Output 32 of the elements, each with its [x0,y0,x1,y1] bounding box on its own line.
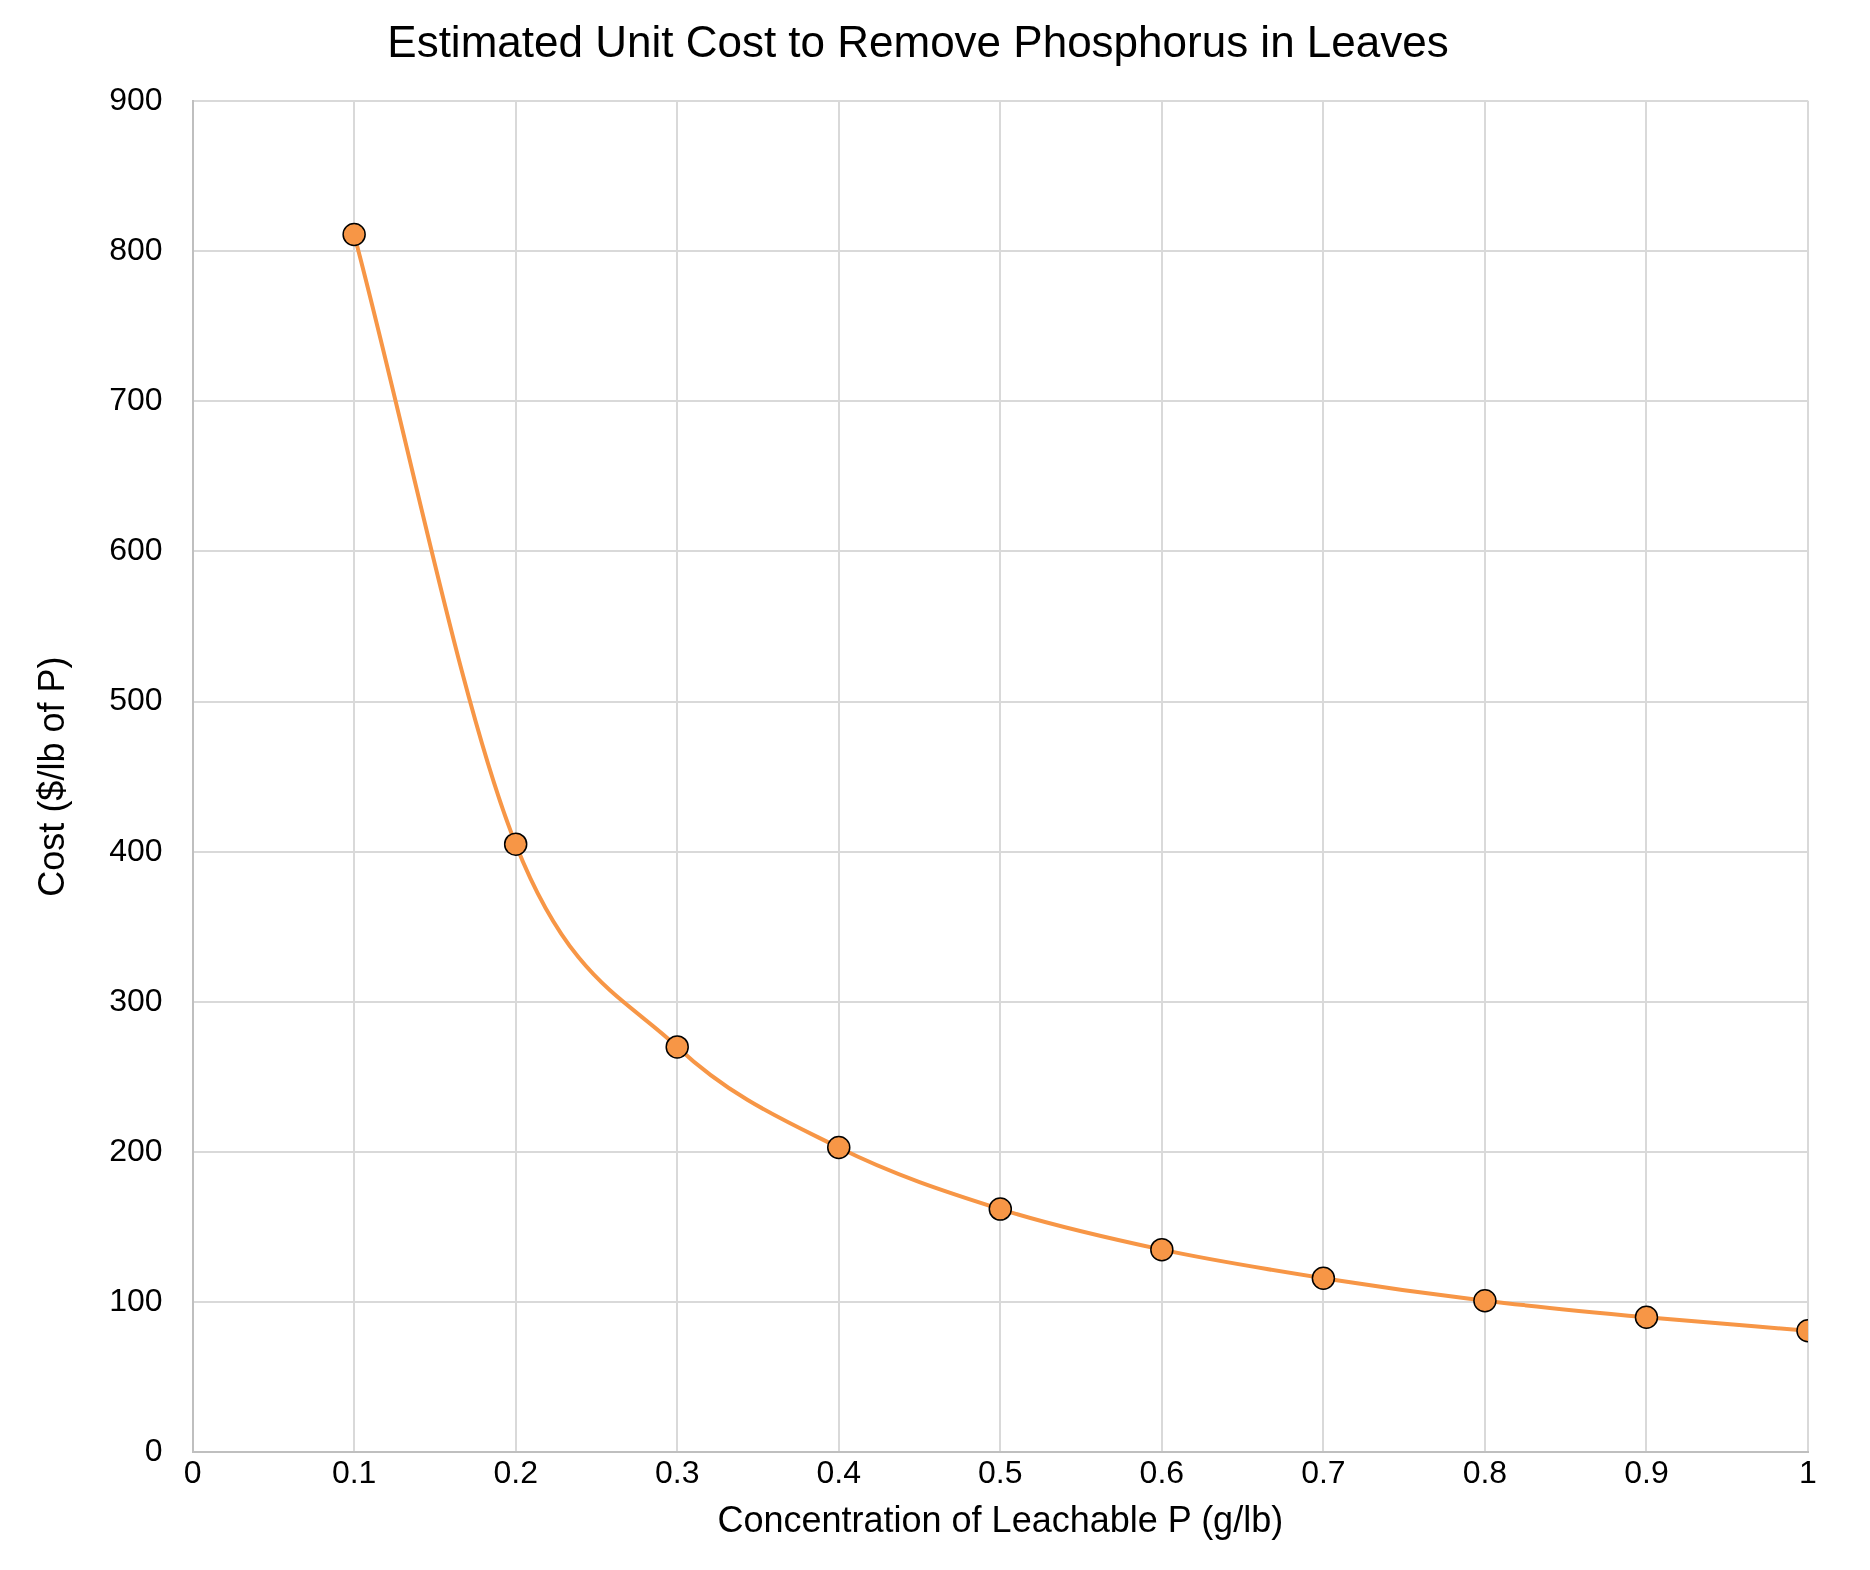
y-tick-label: 800 [109,230,163,267]
y-tick-label: 900 [109,80,163,117]
x-tick-label: 0.2 [493,1454,538,1491]
y-tick-label: 500 [109,681,163,718]
point [503,832,528,856]
x-tick-label: 0.1 [331,1454,377,1491]
y-tick-label: 300 [109,981,163,1018]
point [1473,1288,1497,1313]
point [1634,1305,1659,1329]
point [988,1197,1013,1221]
y-tick-label: 200 [109,1131,163,1168]
x-tick-label: 0.9 [1624,1454,1669,1491]
x-tick-label: 0.3 [654,1454,700,1491]
x-tick-label: 0.5 [978,1454,1023,1491]
y-tick-label: 700 [109,380,163,417]
x-tick-label: 0.8 [1462,1454,1508,1491]
y-tick-label: 400 [109,831,163,868]
point [1150,1237,1174,1262]
y-tick-label: 600 [109,531,163,568]
point [342,222,366,247]
y-axis-title: Cost ($/lb of P) [30,656,72,897]
x-tick-label: 0.6 [1139,1454,1185,1491]
x-axis-title: Concentration of Leachable P (g/lb) [717,1499,1284,1541]
y-tick-label: 100 [109,1282,163,1319]
x-tick-label: 1 [1799,1454,1817,1491]
x-tick-label: 0.7 [1301,1454,1346,1491]
point [665,1035,689,1059]
x-tick-label: 0 [183,1454,202,1491]
point [827,1135,851,1160]
x-tick-label: 0.4 [816,1454,861,1491]
chart-title: Estimated Unit Cost to Remove Phosphorus in Leaves [387,16,1449,66]
point [1311,1266,1336,1290]
